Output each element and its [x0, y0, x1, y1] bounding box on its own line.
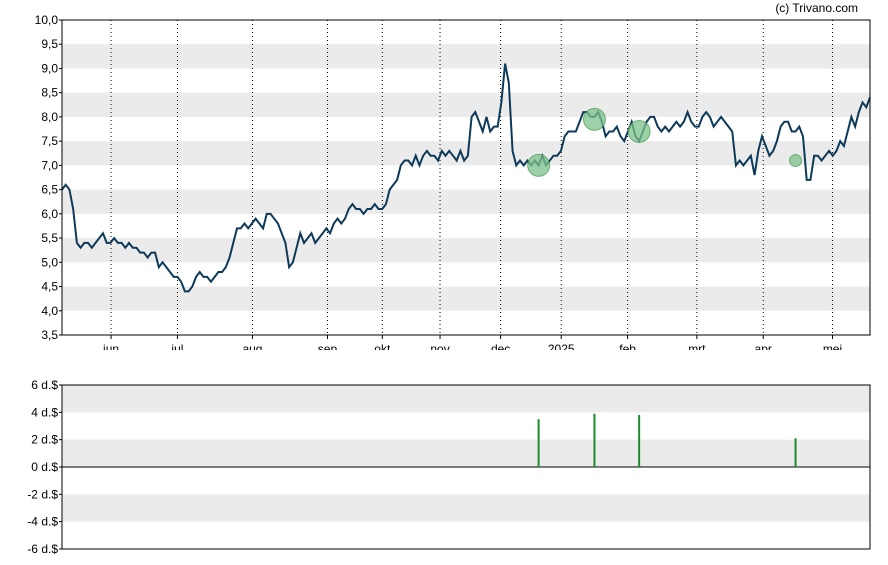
price-y-tick: 10,0 — [35, 13, 59, 27]
price-y-tick: 7,0 — [41, 158, 58, 172]
price-band — [62, 44, 870, 69]
price-band — [62, 286, 870, 311]
price-band — [62, 189, 870, 214]
dividend-marker — [582, 107, 606, 131]
price-x-tick: okt — [374, 342, 391, 350]
dividend-y-tick: -4 d.$ — [27, 515, 58, 529]
price-band — [62, 92, 870, 117]
price-x-tick: jul — [170, 342, 183, 350]
dividend-band — [62, 439, 870, 467]
price-y-tick: 7,5 — [41, 134, 58, 148]
price-x-tick: sep — [318, 342, 338, 350]
price-x-tick: mrt — [688, 342, 706, 350]
dividend-y-tick: -2 d.$ — [27, 487, 58, 501]
price-chart: 3,5 4,0 4,5 5,0 5,5 6,0 6,5 7,0 7,5 8,0 8,5 9,0 9,5 1… — [35, 13, 871, 350]
price-y-tick: 5,0 — [41, 255, 58, 269]
price-y-tick: 9,0 — [41, 61, 58, 75]
price-y-tick: 4,0 — [41, 304, 58, 318]
price-y-tick: 8,5 — [41, 86, 58, 100]
price-x-tick: aug — [242, 342, 262, 350]
dividend-y-tick: 6 d.$ — [31, 378, 58, 392]
dividend-marker — [527, 153, 551, 177]
price-x-tick: feb — [619, 342, 636, 350]
price-y-tick: 5,5 — [41, 231, 58, 245]
price-y-tick: 6,0 — [41, 207, 58, 221]
price-x-tick: jun — [102, 342, 119, 350]
price-x-tick: nov — [430, 342, 449, 350]
dividend-plot-frame — [61, 384, 871, 550]
price-x-tick: 2025 — [548, 342, 575, 350]
dividend-band — [62, 494, 870, 522]
dividend-y-tick: 2 d.$ — [31, 433, 58, 447]
dividend-y-tick: 0 d.$ — [31, 460, 58, 474]
credit-text: (c) Trivano.com — [775, 1, 858, 15]
price-y-tick: 9,5 — [41, 37, 58, 51]
price-y-tick: 6,5 — [41, 183, 58, 197]
price-line — [61, 63, 871, 293]
dividend-band — [62, 385, 870, 413]
price-plot-frame — [61, 19, 871, 336]
price-x-tick: dec — [491, 342, 510, 350]
dividend-marker — [789, 154, 803, 168]
price-y-tick: 4,5 — [41, 280, 58, 294]
price-band — [62, 238, 870, 263]
dividend-marker — [627, 119, 651, 143]
dividend-y-tick: -6 d.$ — [27, 542, 58, 556]
price-x-tick: mei — [823, 342, 842, 350]
price-band — [62, 141, 870, 166]
dividend-y-tick: 4 d.$ — [31, 405, 58, 419]
price-y-tick: 8,0 — [41, 110, 58, 124]
price-x-tick: apr — [755, 342, 772, 350]
price-y-tick: 3,5 — [41, 328, 58, 342]
